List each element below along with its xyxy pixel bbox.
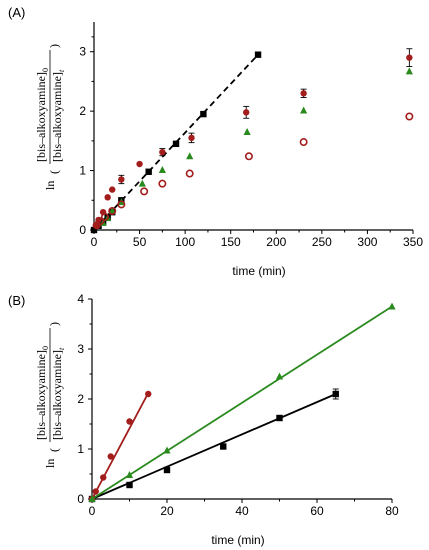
data-point-circle-red [118, 176, 125, 183]
x-tick-label: 50 [133, 235, 147, 249]
data-point-square-black [276, 414, 283, 422]
data-point-triangle-green [158, 165, 166, 173]
y-tick-label: 1 [79, 164, 86, 178]
data-point-square-black [90, 226, 98, 234]
y-label-prefix: ln [43, 181, 57, 190]
data-point-square-black [163, 466, 171, 474]
svg-text:(: ( [47, 448, 61, 452]
x-tick-label: 100 [175, 235, 195, 249]
data-point-square-black [254, 51, 262, 58]
data-point-circle-red [145, 390, 152, 398]
y-label-denominator: [bis–alkoxyamine]t [50, 69, 66, 162]
y-tick-label: 0 [77, 492, 84, 506]
data-point-triangle-green [108, 206, 116, 214]
data-point-circle-red [107, 453, 114, 460]
data-point-open-circle-red [140, 187, 149, 196]
svg-text:): ) [47, 322, 61, 326]
panel-label-b: (B) [8, 293, 25, 308]
chart-panel-b: (B) ln ( [bis–alkoxyamine]0 [bis–alkoxya… [8, 292, 399, 547]
svg-text:(: ( [47, 170, 61, 174]
fit-line-green [91, 305, 393, 500]
data-point-triangle-green [300, 106, 308, 114]
x-tick-label: 20 [160, 504, 174, 518]
y-axis-label-b: ln ( [bis–alkoxyamine]0 [bis–alkoxyamine… [34, 322, 66, 468]
data-point-triangle-green [186, 152, 194, 160]
y-tick-label: 3 [79, 45, 86, 59]
data-point-triangle-green [88, 495, 96, 502]
y-label-denominator: [bis–alkoxyamine]t [50, 347, 66, 440]
x-tick-label: 350 [403, 235, 423, 249]
x-tick-label: 300 [357, 235, 377, 249]
y-tick-label: 2 [77, 392, 84, 406]
x-tick-label: 40 [235, 504, 249, 518]
data-point-triangle-green [243, 127, 251, 135]
data-point-circle-red [188, 134, 195, 142]
data-point-open-circle-red [96, 217, 105, 226]
data-point-circle-red [406, 54, 413, 61]
data-point-triangle-green [138, 179, 146, 187]
plot-area-a: 0 50 100 150 200 250 300 350 0 1 2 3 [79, 22, 423, 249]
x-axis-label-b: time (min) [211, 533, 264, 547]
data-point-circle-red [109, 186, 116, 193]
y-tick-label: 1 [77, 442, 84, 456]
plot-area-b: 0 20 40 60 80 0 1 2 3 4 [77, 292, 399, 518]
data-point-square-black [332, 390, 339, 398]
data-point-open-circle-red [108, 206, 117, 215]
data-point-triangle-green [125, 471, 134, 478]
data-point-open-circle-red [158, 179, 167, 188]
data-point-square-black [172, 140, 180, 148]
data-point-open-circle-red [244, 152, 253, 161]
data-point-circle-red [159, 148, 166, 156]
svg-text:): ) [47, 44, 61, 48]
data-point-circle-red [126, 418, 133, 425]
data-point-circle-red [300, 90, 307, 97]
y-label-numerator: [bis–alkoxyamine]0 [34, 346, 50, 440]
y-tick-label: 0 [79, 223, 86, 237]
data-point-circle-red [92, 488, 99, 495]
y-label-prefix: ln [43, 459, 57, 468]
data-point-open-circle-red [405, 112, 414, 121]
x-tick-label: 150 [221, 235, 241, 249]
data-point-square-black [200, 110, 207, 118]
data-point-open-circle-red [117, 200, 126, 209]
x-tick-label: 0 [91, 235, 98, 249]
data-point-open-circle-red [185, 169, 194, 178]
x-tick-label: 60 [310, 504, 324, 518]
data-point-square-black [145, 168, 152, 175]
y-tick-label: 4 [77, 292, 84, 306]
data-point-square-black [220, 443, 227, 450]
data-point-triangle-green [163, 446, 171, 454]
data-point-triangle-green [405, 67, 413, 75]
x-tick-label: 200 [266, 235, 286, 249]
data-point-circle-red [104, 194, 111, 201]
panel-label-a: (A) [8, 5, 25, 20]
fit-line-black [91, 393, 337, 500]
y-tick-label: 3 [77, 342, 84, 356]
fit-line-red [91, 392, 150, 500]
x-tick-label: 250 [312, 235, 332, 249]
data-point-circle-red [100, 474, 107, 481]
y-tick-label: 2 [79, 104, 86, 118]
data-point-circle-red [243, 109, 250, 116]
data-point-square-black [126, 481, 133, 489]
x-axis-label-a: time (min) [232, 264, 285, 278]
x-tick-label: 80 [385, 504, 399, 518]
data-point-circle-red [136, 160, 143, 168]
x-tick-label: 0 [89, 504, 96, 518]
y-label-numerator: [bis–alkoxyamine]0 [34, 68, 50, 162]
data-point-open-circle-red [100, 212, 109, 221]
data-point-triangle-green [275, 372, 284, 380]
chart-panel-a: (A) ln ( [bis–alkoxyamine]0 [bis–alkoxya… [8, 5, 423, 278]
data-point-triangle-green [388, 302, 396, 310]
y-axis-label-a: ln ( [bis–alkoxyamine]0 [bis–alkoxyamine… [34, 44, 66, 190]
data-point-open-circle-red [299, 138, 308, 147]
